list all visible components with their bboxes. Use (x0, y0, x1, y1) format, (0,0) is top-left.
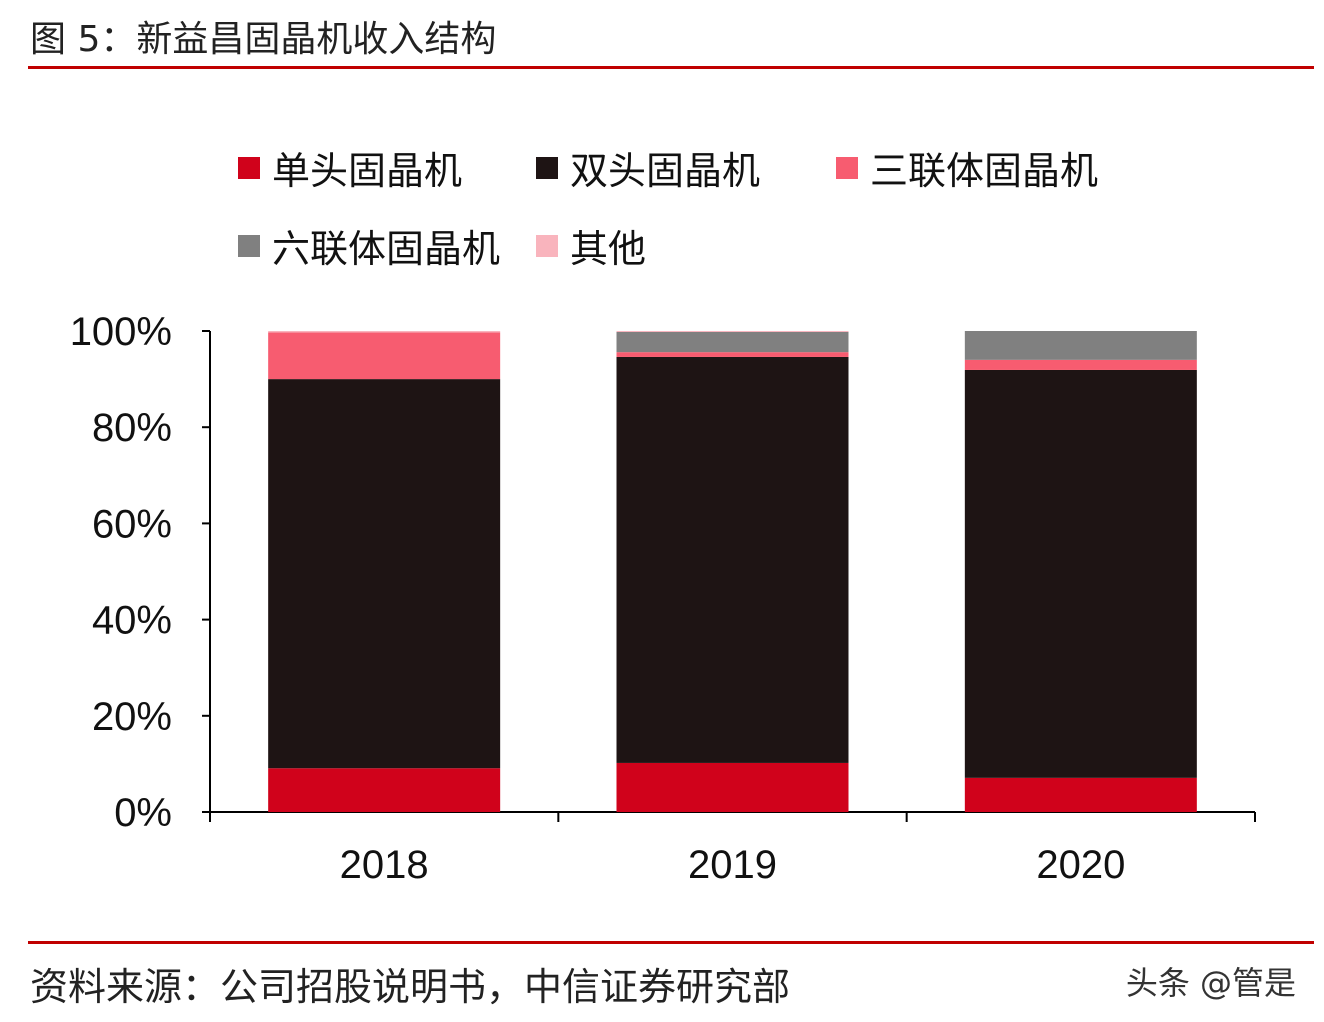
legend-item: 六联体固晶机 (238, 218, 500, 273)
bar-segment (964, 359, 1197, 370)
legend-swatch (536, 156, 558, 179)
y-tick-label: 100% (70, 310, 172, 354)
y-tick-label: 60% (92, 502, 172, 546)
watermark: 头条 @管是 (1125, 964, 1296, 1002)
bar-segment (616, 331, 849, 353)
legend-label: 双头固晶机 (570, 149, 761, 193)
bottom-rule (28, 941, 1314, 944)
x-tick-label: 2018 (340, 843, 429, 887)
bar-segment (616, 762, 849, 812)
bar-segment (616, 356, 849, 763)
legend-swatch (836, 156, 858, 179)
y-tick-label: 0% (114, 791, 172, 835)
figure-title: 图 5：新益昌固晶机收入结构 (30, 19, 497, 60)
bar-segment (268, 379, 501, 769)
bar-segment (616, 331, 849, 332)
legend-label: 三联体固晶机 (870, 149, 1099, 193)
bar-segment (268, 768, 501, 812)
legend-swatch (238, 156, 260, 179)
legend-swatch (238, 234, 260, 257)
legend-item: 三联体固晶机 (836, 140, 1098, 195)
y-tick-label: 20% (92, 695, 172, 739)
bar-segment (268, 332, 501, 380)
bar-segment (268, 331, 501, 333)
bar-segment (964, 369, 1197, 778)
legend-label: 其他 (570, 227, 647, 271)
x-tick-label: 2019 (688, 843, 777, 887)
bar-segment (964, 777, 1197, 812)
legend-swatch (536, 234, 558, 257)
y-tick-label: 40% (92, 599, 172, 643)
legend-item: 其他 (536, 218, 646, 273)
y-tick-label: 80% (92, 406, 172, 450)
bar-segment (964, 331, 1197, 360)
legend-item: 单头固晶机 (238, 140, 462, 195)
x-tick-label: 2020 (1036, 843, 1125, 887)
source-note: 资料来源：公司招股说明书，中信证券研究部 (30, 965, 791, 1009)
top-rule (28, 66, 1314, 69)
legend-item: 双头固晶机 (536, 140, 760, 195)
bar-segment (616, 352, 849, 357)
legend-label: 六联体固晶机 (272, 227, 501, 271)
legend-label: 单头固晶机 (272, 149, 463, 193)
